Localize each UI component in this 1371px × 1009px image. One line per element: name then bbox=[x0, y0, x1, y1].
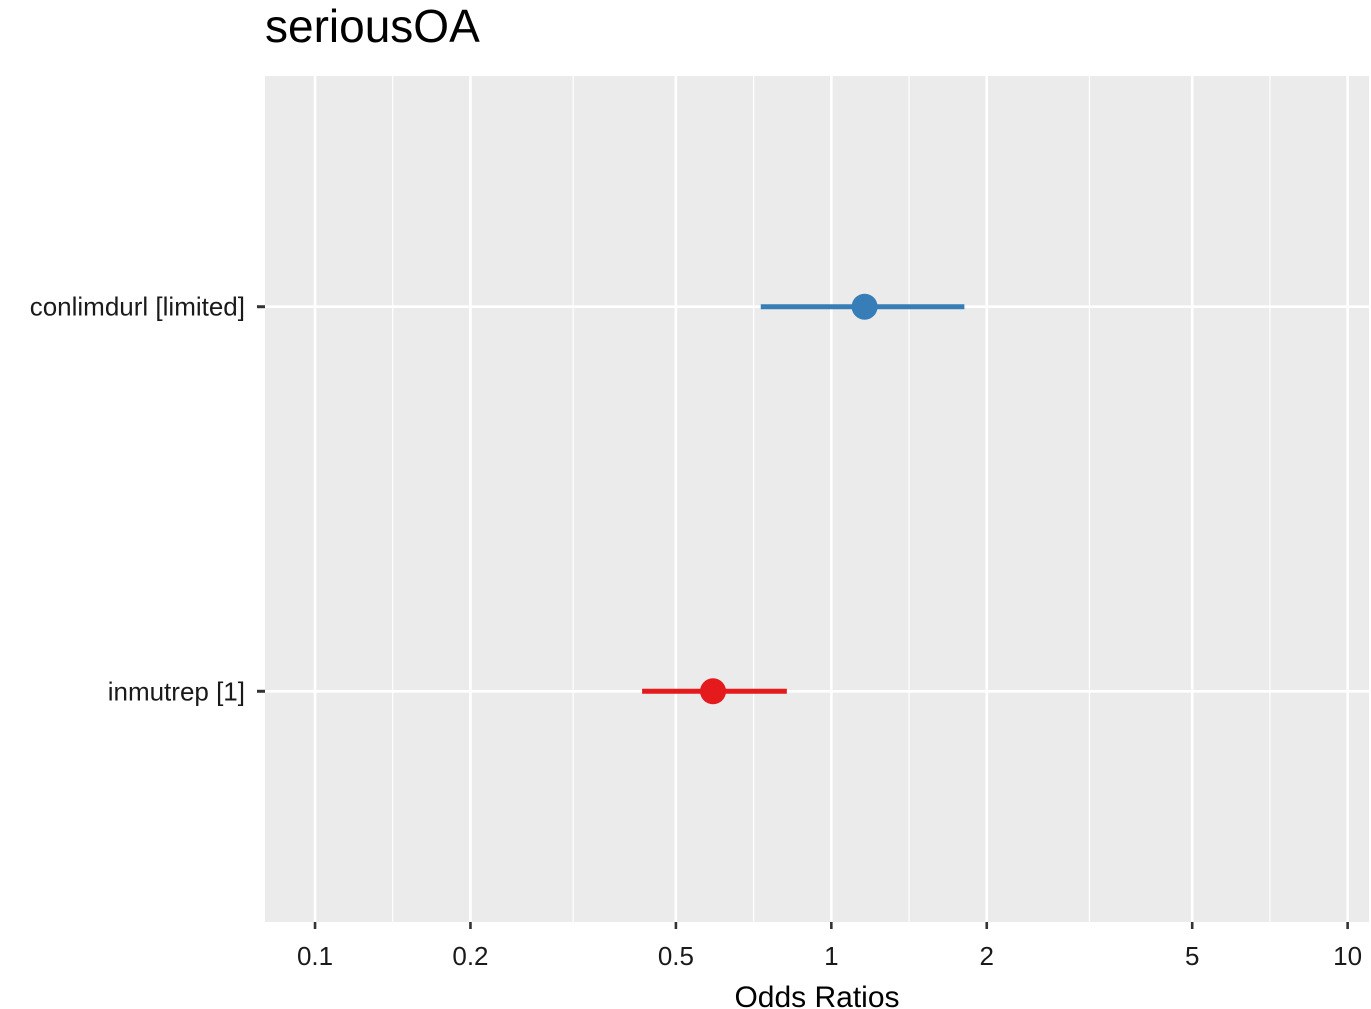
x-axis-title: Odds Ratios bbox=[734, 981, 899, 1009]
x-tick-label: 5 bbox=[1185, 941, 1199, 971]
x-tick-label: 0.1 bbox=[297, 941, 333, 971]
estimate-marks bbox=[642, 293, 965, 705]
minor-gridlines bbox=[392, 76, 1271, 922]
y-tick-label: conlimdurl [limited] bbox=[30, 292, 245, 322]
x-tick-label: 0.5 bbox=[658, 941, 694, 971]
chart-title: seriousOA bbox=[265, 0, 480, 52]
x-tick-label: 2 bbox=[980, 941, 994, 971]
estimate-point bbox=[700, 678, 727, 705]
x-tick-label: 0.2 bbox=[452, 941, 488, 971]
x-axis: 0.1 0.2 0.5 1 2 5 10 bbox=[297, 922, 1362, 971]
plot-panel bbox=[265, 76, 1369, 922]
x-tick-label: 1 bbox=[824, 941, 838, 971]
x-tick-label: 10 bbox=[1333, 941, 1362, 971]
estimate-point bbox=[851, 293, 878, 320]
y-axis: conlimdurl [limited] inmutrep [1] bbox=[30, 292, 265, 706]
y-tick-label: inmutrep [1] bbox=[108, 676, 245, 706]
